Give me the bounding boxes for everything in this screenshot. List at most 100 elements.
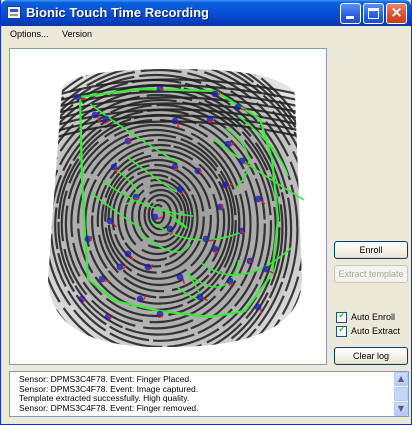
fingerprint-ridge xyxy=(49,90,302,111)
fingerprint-ridge xyxy=(48,73,299,348)
minutia-point xyxy=(166,225,174,233)
fingerprint-ridge xyxy=(49,78,302,99)
minutia-direction xyxy=(244,162,250,166)
enroll-button[interactable]: Enroll xyxy=(334,241,408,259)
scroll-up-button[interactable]: ▲ xyxy=(394,372,408,386)
minutia-direction xyxy=(202,298,209,301)
minutia-point xyxy=(171,117,179,125)
fingerprint-ridge xyxy=(49,96,302,117)
minutia-direction xyxy=(130,255,134,261)
minutia-direction xyxy=(142,296,147,302)
minutia-point xyxy=(144,263,152,271)
ridge-overlay-line xyxy=(126,156,178,193)
chevron-down-icon: ▼ xyxy=(397,404,405,413)
minutia-point xyxy=(238,157,246,165)
minutia-direction xyxy=(112,222,117,228)
minutia-direction xyxy=(97,116,101,123)
minutia-direction xyxy=(240,108,247,111)
minutia-direction xyxy=(115,168,118,175)
minutia-point xyxy=(234,103,242,111)
fingerprint-ridge xyxy=(49,108,302,129)
ridge-overlay-line xyxy=(90,192,142,229)
fingerprint-ridge xyxy=(48,68,302,348)
fingerprint-ridge xyxy=(111,168,199,268)
scroll-down-button[interactable]: ▼ xyxy=(394,402,408,416)
maximize-button[interactable] xyxy=(363,3,384,24)
menu-version[interactable]: Version xyxy=(62,29,93,39)
clear-log-button[interactable]: Clear log xyxy=(334,347,408,365)
minutia-direction xyxy=(260,200,266,205)
title-bar[interactable]: Bionic Touch Time Recording × xyxy=(1,0,411,26)
fingerprint-image-panel xyxy=(9,48,327,365)
ridge-overlay-line xyxy=(200,247,292,276)
minutia-direction xyxy=(127,138,132,144)
fingerprint-ridge xyxy=(143,193,179,237)
minutia-direction xyxy=(107,314,112,320)
log-line: Sensor: DPMS3C4F78. Event: Image capture… xyxy=(19,383,199,394)
log-scrollbar[interactable]: ▲ ▼ xyxy=(394,372,408,416)
fingerprint-ridge xyxy=(49,120,302,141)
ridge-overlay-line xyxy=(102,180,194,217)
auto-enroll-checkbox-box[interactable]: ✓ xyxy=(336,310,347,323)
ridge-overlay-line xyxy=(114,168,139,205)
minutia-direction xyxy=(182,278,185,285)
auto-extract-checkbox-box[interactable]: ✓ xyxy=(336,324,347,337)
minutia-direction xyxy=(158,315,164,319)
ridge-overlay-line xyxy=(151,221,243,241)
event-log[interactable]: Sensor: DPMS3C4F78. Event: Finger Placed… xyxy=(9,371,409,417)
minutia-direction xyxy=(248,259,254,264)
extract-template-button[interactable]: Extract template xyxy=(334,265,408,283)
close-button[interactable]: × xyxy=(386,3,407,24)
fingerprint-ridge xyxy=(70,128,241,318)
minutia-point xyxy=(211,245,219,253)
fingerprint-ridge xyxy=(100,153,220,287)
scroll-thumb[interactable] xyxy=(394,387,408,401)
minutia-direction xyxy=(122,264,127,270)
minutia-point xyxy=(84,235,92,243)
minutia-point xyxy=(98,275,106,283)
minutia-point xyxy=(136,295,144,303)
minutia-direction xyxy=(213,250,219,255)
app-icon xyxy=(7,6,21,19)
maximize-icon xyxy=(368,8,379,19)
fingerprint-ridge xyxy=(64,123,246,324)
minutia-point xyxy=(74,93,82,101)
ridge-overlay-line xyxy=(139,233,191,253)
minutia-direction xyxy=(198,168,202,174)
minutia-direction xyxy=(228,282,234,287)
fingerprint-ridge xyxy=(60,118,252,330)
close-icon: × xyxy=(390,3,403,21)
ridge-overlay-line xyxy=(213,139,305,201)
ridge-overlay-line xyxy=(188,259,240,288)
auto-extract-label: Auto Extract xyxy=(351,326,401,336)
minutia-point xyxy=(104,313,112,321)
minutia-point xyxy=(224,140,232,148)
minutia-point xyxy=(176,185,184,193)
minutia-point xyxy=(110,163,118,171)
checkmark-icon: ✓ xyxy=(338,310,347,321)
menu-options[interactable]: Options... xyxy=(10,29,49,39)
minutia-point xyxy=(151,213,159,221)
minutia-direction xyxy=(217,91,222,97)
minutia-point xyxy=(196,293,204,301)
minutia-point xyxy=(176,273,184,281)
fingerprint-ridge xyxy=(96,148,226,293)
minutia-point xyxy=(226,277,234,285)
fingerprint-ridge xyxy=(49,102,302,123)
window-title: Bionic Touch Time Recording xyxy=(26,5,209,20)
minutia-point xyxy=(116,263,124,271)
minutia-point xyxy=(106,217,114,225)
minutia-point xyxy=(91,111,99,119)
auto-enroll-label: Auto Enroll xyxy=(351,312,396,322)
minutia-direction xyxy=(208,239,215,242)
minimize-button[interactable] xyxy=(340,3,361,24)
fingerprint-ridge xyxy=(117,173,194,262)
menu-bar: Options... Version xyxy=(1,26,411,44)
ridge-overlay-line xyxy=(237,115,289,177)
minutia-point xyxy=(202,235,210,243)
minutia-direction xyxy=(172,168,179,171)
minutiae-outline xyxy=(78,87,280,319)
ridge-overlay-line xyxy=(163,209,188,229)
minutia-direction xyxy=(157,216,163,220)
fingerprint-ridge xyxy=(48,98,277,348)
